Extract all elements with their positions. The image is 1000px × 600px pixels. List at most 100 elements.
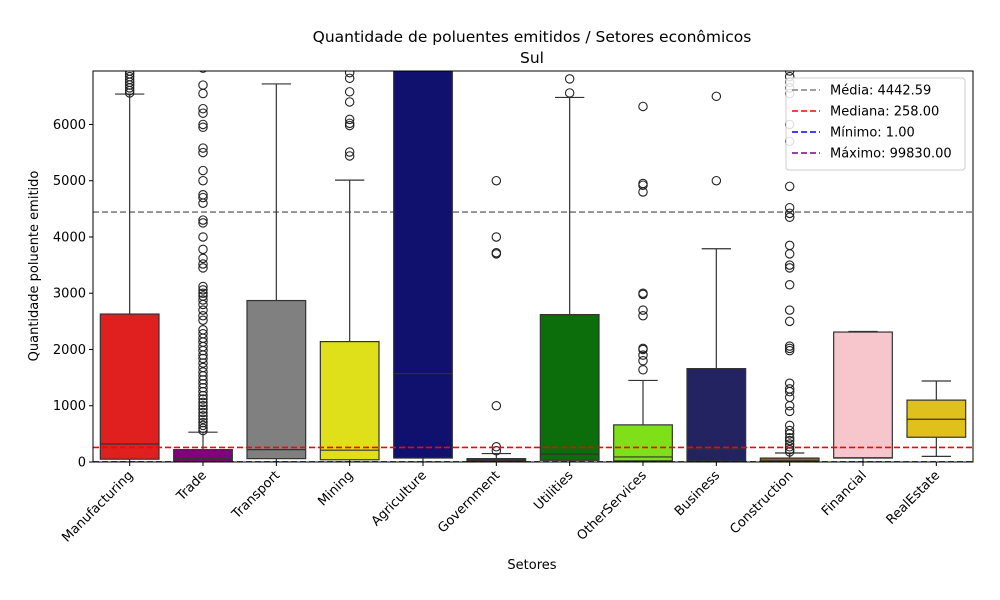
y-tick-label: 1000 bbox=[53, 399, 86, 414]
chart-subtitle: Sul bbox=[520, 49, 544, 67]
outlier-point bbox=[784, 263, 795, 273]
outlier-point bbox=[784, 181, 795, 192]
box-body bbox=[246, 299, 307, 460]
outlier-point bbox=[198, 305, 208, 315]
outlier-point bbox=[784, 442, 795, 452]
chart-title: Quantidade de poluentes emitidos / Setor… bbox=[313, 28, 752, 46]
x-tick-label: Utilities bbox=[531, 468, 576, 513]
outlier-point bbox=[198, 244, 208, 255]
outlier-point bbox=[198, 215, 208, 225]
outlier-point bbox=[198, 285, 208, 295]
outlier-point bbox=[198, 420, 208, 431]
x-tick-label: Manufacturing bbox=[59, 468, 136, 545]
outlier-point bbox=[198, 143, 208, 153]
x-tick-label: Agriculture bbox=[369, 468, 430, 529]
box-body bbox=[833, 331, 893, 459]
outlier-point bbox=[638, 178, 648, 189]
outlier-point bbox=[198, 328, 208, 339]
outlier-point bbox=[198, 88, 208, 99]
box-otherservices bbox=[613, 101, 673, 462]
outlier-point bbox=[784, 212, 795, 223]
x-tick-label: Mining bbox=[315, 468, 356, 509]
legend-entry-label: Mediana: 258.00 bbox=[830, 105, 939, 120]
outlier-point bbox=[784, 202, 795, 213]
x-tick-label: Transport bbox=[229, 468, 283, 522]
outlier-point bbox=[638, 101, 648, 112]
outlier-point bbox=[638, 310, 648, 321]
box-mining bbox=[319, 71, 380, 462]
outlier-point bbox=[638, 288, 648, 298]
outlier-point bbox=[711, 91, 722, 102]
legend-entry-label: Média: 4442.59 bbox=[830, 84, 931, 99]
outlier-point bbox=[198, 411, 208, 421]
outlier-point bbox=[198, 310, 208, 321]
outlier-point bbox=[784, 316, 795, 327]
outlier-point bbox=[198, 103, 208, 114]
x-tick-label: OtherServices bbox=[574, 468, 650, 544]
outlier-point bbox=[784, 343, 795, 354]
outlier-point bbox=[198, 165, 208, 176]
box-transport bbox=[246, 83, 307, 462]
outlier-point bbox=[198, 362, 208, 373]
outlier-point bbox=[124, 71, 135, 79]
outlier-point bbox=[198, 259, 208, 269]
outlier-point bbox=[784, 280, 795, 290]
box-business bbox=[686, 91, 747, 462]
box-body bbox=[319, 341, 380, 461]
outlier-point bbox=[344, 97, 355, 107]
outlier-point bbox=[564, 88, 575, 98]
outlier-point bbox=[198, 400, 208, 411]
x-tick-label: Construction bbox=[727, 468, 796, 537]
y-tick-label: 3000 bbox=[53, 287, 86, 302]
outlier-point bbox=[198, 397, 208, 408]
outlier-point bbox=[199, 71, 207, 73]
outlier-point bbox=[784, 444, 795, 455]
outlier-point bbox=[784, 341, 795, 351]
legend: Média: 4442.59 Mediana: 258.00 Mínimo: 1.0… bbox=[785, 77, 966, 171]
outlier-point bbox=[491, 445, 502, 456]
x-tick-label: Government bbox=[435, 468, 503, 536]
outlier-point bbox=[344, 118, 355, 129]
y-tick-label: 4000 bbox=[53, 230, 86, 245]
box-realestate bbox=[906, 380, 967, 457]
outlier-point bbox=[198, 367, 208, 377]
outlier-point bbox=[784, 378, 795, 388]
outlier-point bbox=[198, 315, 208, 325]
outlier-point bbox=[784, 305, 795, 315]
box-body bbox=[393, 71, 453, 459]
outlier-point bbox=[784, 345, 795, 356]
outlier-point bbox=[638, 350, 648, 360]
outlier-point bbox=[344, 71, 355, 78]
outlier-point bbox=[784, 208, 795, 219]
legend-entry-label: Máximo: 99830.00 bbox=[830, 147, 952, 162]
box-body bbox=[539, 314, 600, 461]
outlier-point bbox=[491, 175, 502, 186]
outlier-point bbox=[198, 119, 208, 130]
outlier-point bbox=[198, 192, 208, 203]
outlier-point bbox=[198, 394, 208, 404]
outlier-point bbox=[198, 281, 208, 292]
box-government bbox=[466, 175, 527, 462]
boxes-layer bbox=[99, 71, 967, 462]
outlier-point bbox=[198, 253, 208, 264]
outlier-point bbox=[784, 425, 795, 436]
legend-frame bbox=[785, 77, 966, 171]
outlier-point bbox=[198, 218, 208, 228]
y-tick-label: 0 bbox=[78, 456, 86, 471]
outlier-point bbox=[198, 190, 208, 200]
x-tick-label: Financial bbox=[819, 468, 870, 519]
outlier-point bbox=[198, 291, 208, 301]
outlier-point bbox=[784, 240, 795, 251]
legend-entry-label: Mínimo: 1.00 bbox=[830, 126, 915, 141]
outlier-point bbox=[198, 295, 208, 305]
outlier-point bbox=[198, 423, 208, 433]
y-tick-label: 5000 bbox=[53, 174, 86, 189]
box-agriculture bbox=[393, 71, 453, 462]
outlier-point bbox=[344, 73, 355, 84]
outlier-point bbox=[198, 263, 208, 273]
outlier-point bbox=[784, 406, 795, 417]
outlier-point bbox=[344, 147, 355, 157]
outlier-point bbox=[711, 175, 722, 186]
outlier-point bbox=[638, 343, 648, 354]
